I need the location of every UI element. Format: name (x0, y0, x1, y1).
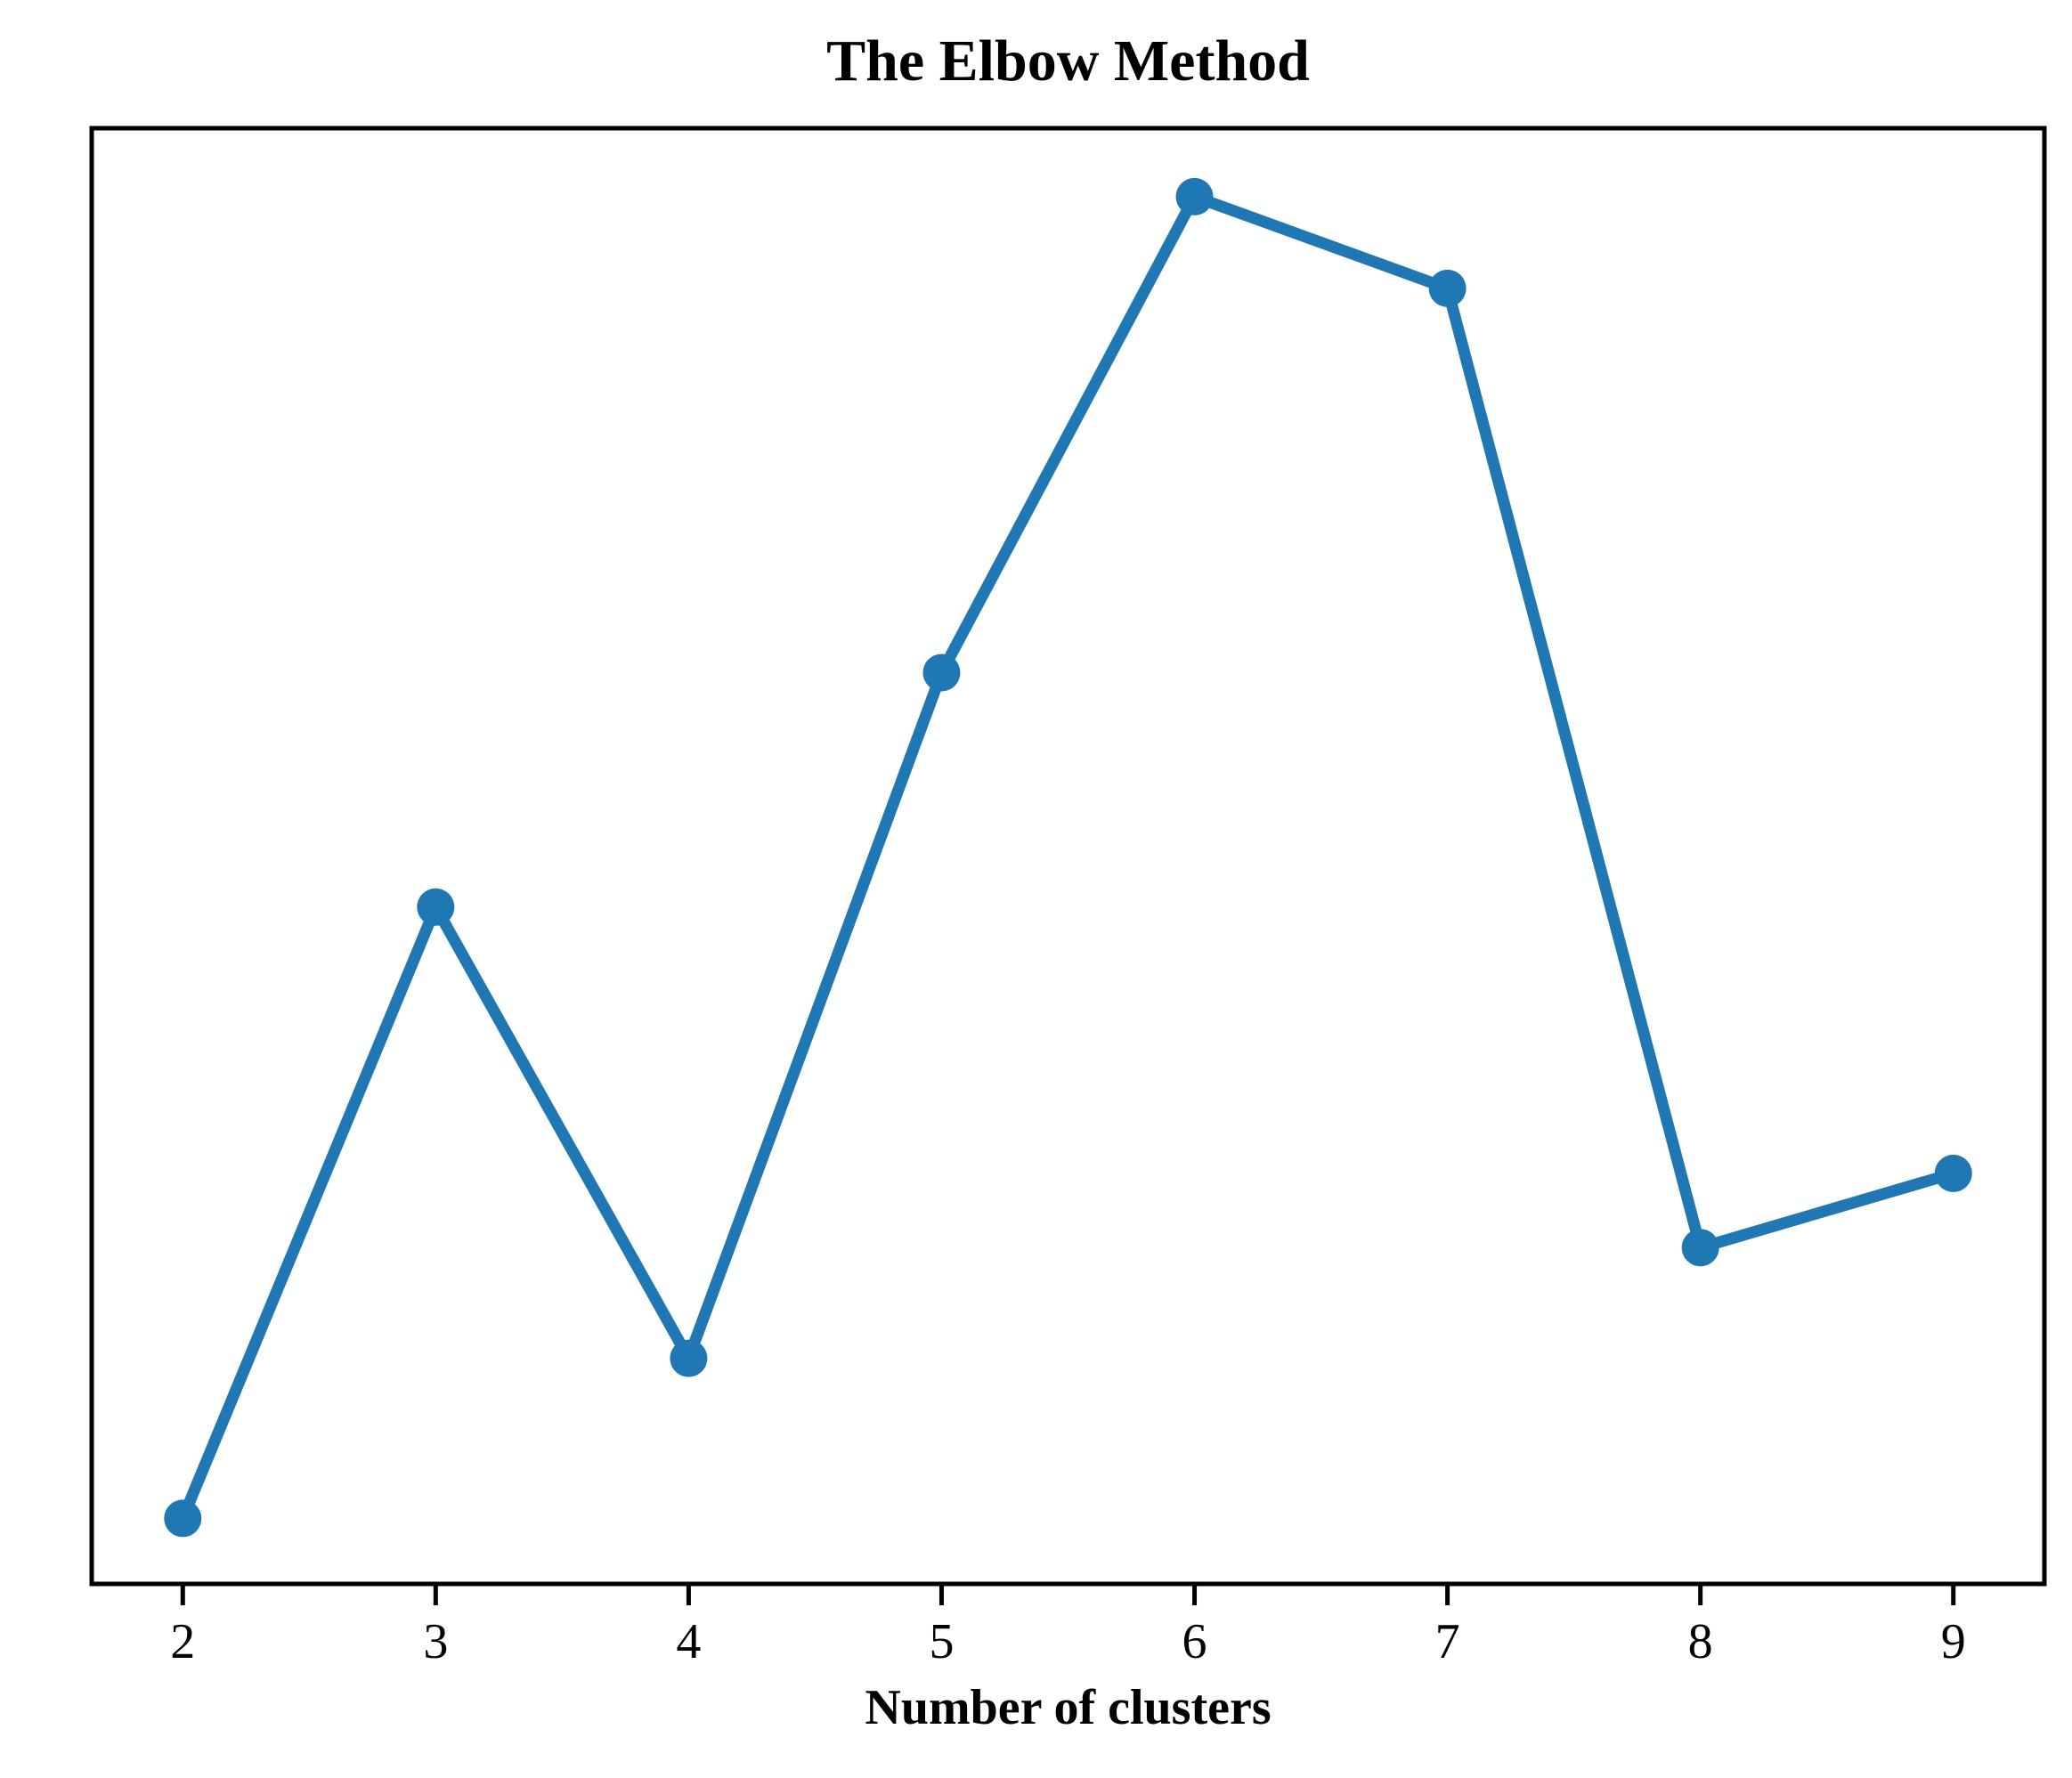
data-point (417, 888, 455, 926)
x-tick-label: 6 (1182, 1614, 1207, 1669)
data-point (1681, 1229, 1719, 1267)
data-point (164, 1499, 202, 1538)
plot-frame (89, 126, 2047, 1587)
x-tick-label: 8 (1688, 1614, 1713, 1669)
data-point (1934, 1154, 1972, 1192)
data-point (1175, 177, 1214, 215)
x-tick-label: 7 (1435, 1614, 1460, 1669)
x-tick-label: 5 (929, 1614, 954, 1669)
x-tick-label: 9 (1941, 1614, 1966, 1669)
series-line (176, 191, 1960, 1524)
data-point (922, 654, 961, 692)
data-point (1428, 269, 1467, 307)
x-tick-label: 4 (676, 1614, 701, 1669)
x-tick-label: 3 (423, 1614, 448, 1669)
x-axis-label: Number of clusters (865, 1680, 1272, 1735)
x-tick-label: 2 (170, 1614, 195, 1669)
chart-title: The Elbow Method (826, 28, 1310, 93)
data-point (670, 1339, 708, 1377)
